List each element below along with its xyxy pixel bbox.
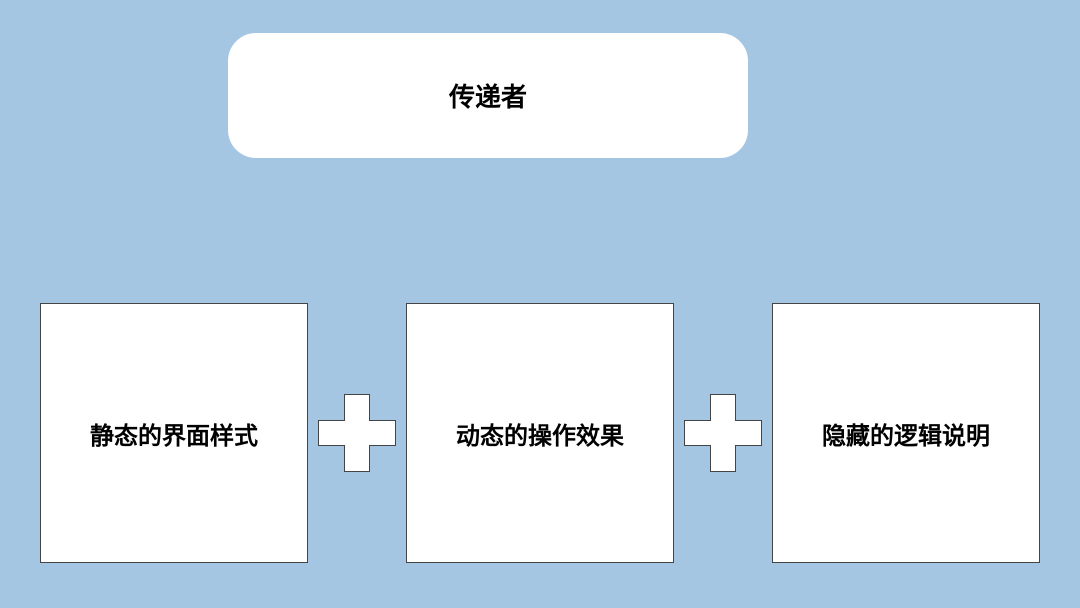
plus-connector-1 xyxy=(308,303,406,563)
box-3: 隐藏的逻辑说明 xyxy=(772,303,1040,563)
top-title-label: 传递者 xyxy=(449,77,527,114)
box-1: 静态的界面样式 xyxy=(40,303,308,563)
box-1-label: 静态的界面样式 xyxy=(90,416,258,451)
plus-connector-2 xyxy=(674,303,772,563)
plus-icon xyxy=(684,394,762,472)
box-3-label: 隐藏的逻辑说明 xyxy=(822,416,990,451)
plus-icon xyxy=(318,394,396,472)
box-2-label: 动态的操作效果 xyxy=(456,416,624,451)
bottom-row: 静态的界面样式 动态的操作效果 隐藏的逻辑说明 xyxy=(40,303,1040,563)
box-2: 动态的操作效果 xyxy=(406,303,674,563)
top-title-box: 传递者 xyxy=(228,33,748,158)
